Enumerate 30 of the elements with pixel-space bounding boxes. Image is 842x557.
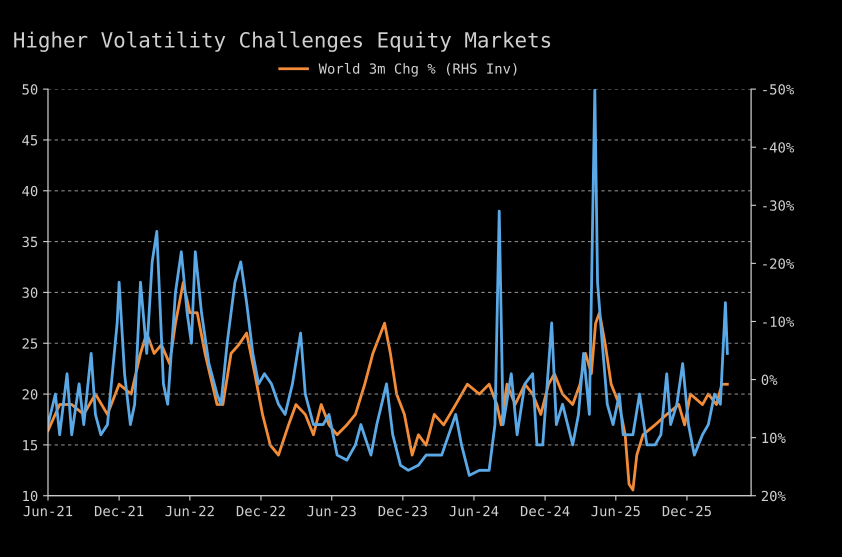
y-tick-label: 50 — [22, 84, 38, 95]
y2-tick-label: 20% — [762, 490, 786, 502]
legend-label: World 3m Chg % (RHS Inv) — [318, 63, 516, 77]
y2-tick-label: -50% — [763, 84, 794, 95]
x-tick-label: Dec-24 — [520, 506, 570, 516]
y-tick-label: 10 — [23, 490, 38, 502]
y-tick-label: 30 — [22, 287, 38, 298]
x-tick-label: Jun-24 — [450, 506, 498, 516]
x-tick-label: Dec-25 — [662, 506, 711, 516]
x-tick-label: Dec-21 — [94, 506, 144, 516]
line-series — [48, 89, 729, 477]
y2-tick-label: 10% — [762, 432, 786, 444]
x-tick-label: Dec-22 — [236, 506, 285, 516]
y2-tick-label: 0% — [762, 374, 778, 386]
chart-title: Higher Volatility Challenges Equity Markets — [14, 32, 550, 52]
y2-tick-label: -20% — [763, 258, 794, 269]
x-tick-label: Jun-22 — [166, 506, 214, 516]
y2-tick-label: -10% — [763, 316, 794, 327]
x-tick-label: Jun-25 — [591, 506, 640, 516]
x-tick-label: Dec-23 — [378, 506, 427, 516]
y-tick-label: 45 — [22, 135, 38, 146]
x-tick-label: Jun-23 — [307, 506, 356, 516]
y-tick-label: 20 — [22, 389, 38, 400]
y2-tick-label: -30% — [763, 200, 794, 211]
y2-tick-label: -40% — [763, 142, 794, 153]
x-tick-label: Jun-21 — [24, 506, 72, 516]
y-tick-label: 25 — [22, 338, 38, 349]
y-tick-label: 15 — [23, 440, 38, 450]
y-tick-label: 35 — [22, 236, 38, 248]
y-tick-label: 40 — [22, 186, 38, 196]
